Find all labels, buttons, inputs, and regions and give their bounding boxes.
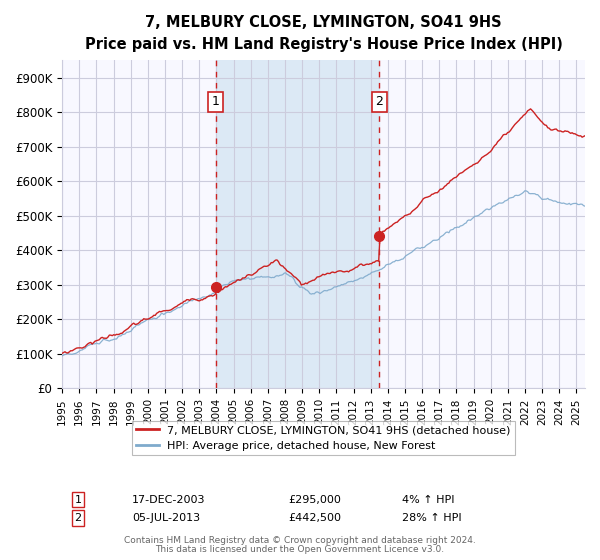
Text: 17-DEC-2003: 17-DEC-2003 xyxy=(132,494,205,505)
Title: 7, MELBURY CLOSE, LYMINGTON, SO41 9HS
Price paid vs. HM Land Registry's House Pr: 7, MELBURY CLOSE, LYMINGTON, SO41 9HS Pr… xyxy=(85,15,562,52)
Legend: 7, MELBURY CLOSE, LYMINGTON, SO41 9HS (detached house), HPI: Average price, deta: 7, MELBURY CLOSE, LYMINGTON, SO41 9HS (d… xyxy=(132,421,515,455)
Text: £295,000: £295,000 xyxy=(288,494,341,505)
Text: 2: 2 xyxy=(376,95,383,108)
Text: 28% ↑ HPI: 28% ↑ HPI xyxy=(402,513,461,523)
Bar xyxy=(216,60,379,389)
Text: 05-JUL-2013: 05-JUL-2013 xyxy=(132,513,200,523)
Text: 1: 1 xyxy=(212,95,220,108)
Text: This data is licensed under the Open Government Licence v3.0.: This data is licensed under the Open Gov… xyxy=(155,545,445,554)
Text: 2: 2 xyxy=(74,513,82,523)
Text: 4% ↑ HPI: 4% ↑ HPI xyxy=(402,494,455,505)
Text: £442,500: £442,500 xyxy=(288,513,341,523)
Text: Contains HM Land Registry data © Crown copyright and database right 2024.: Contains HM Land Registry data © Crown c… xyxy=(124,536,476,545)
Text: 1: 1 xyxy=(74,494,82,505)
